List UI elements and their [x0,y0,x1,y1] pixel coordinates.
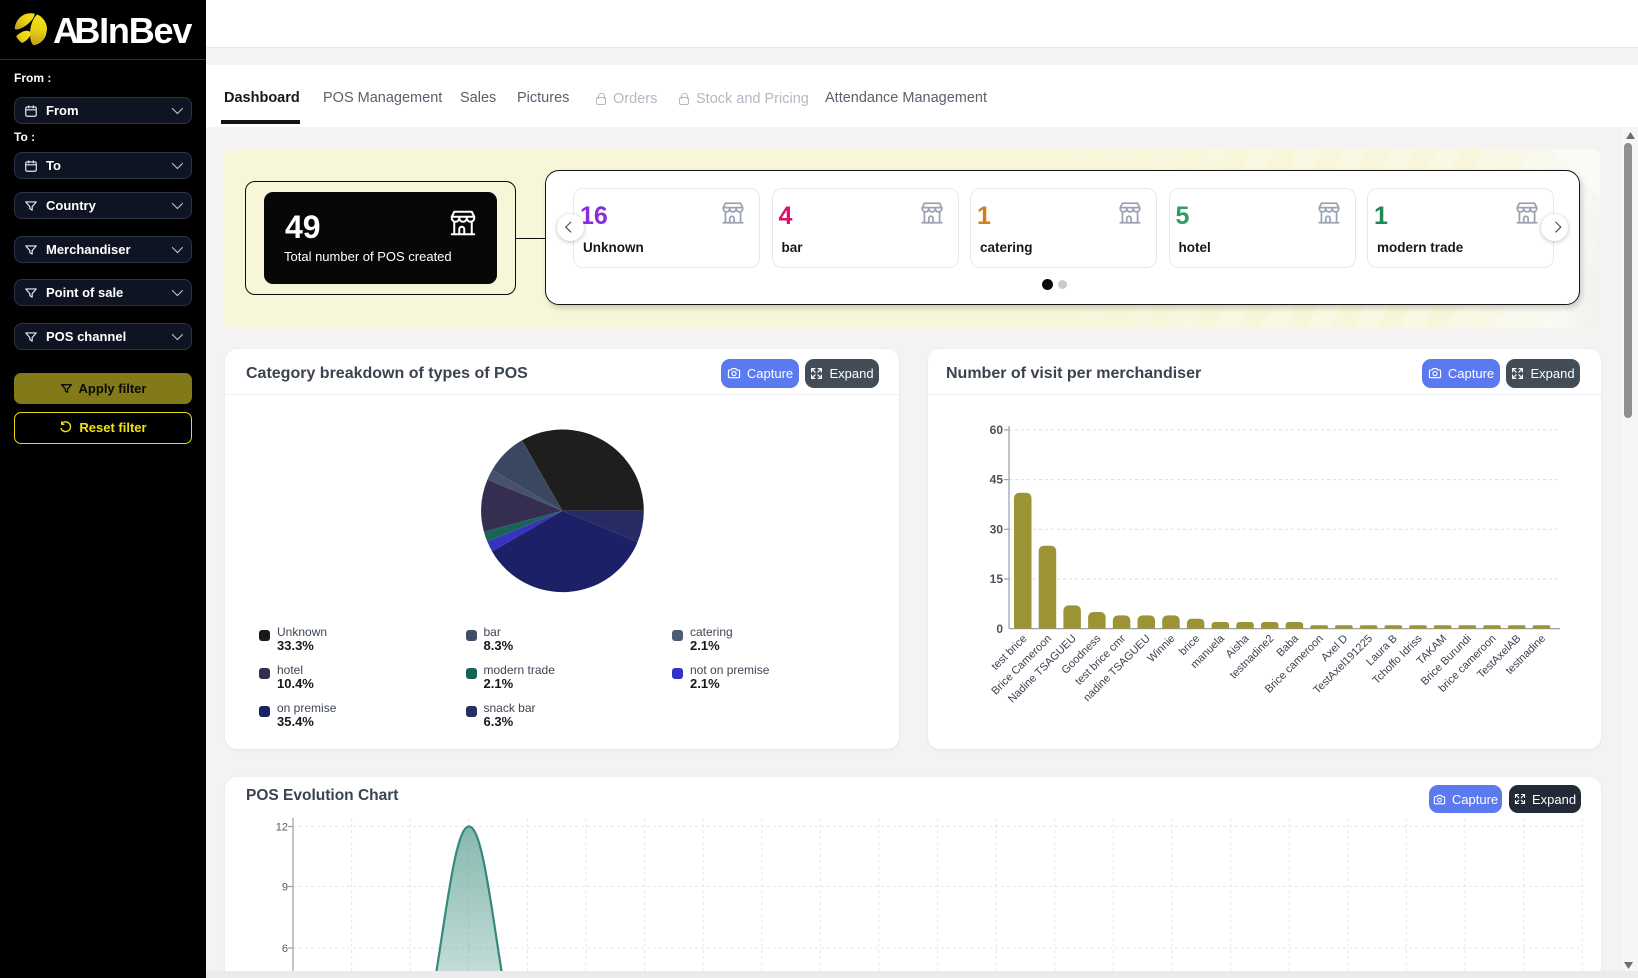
svg-text:60: 60 [990,423,1004,437]
svg-text:0: 0 [996,622,1003,636]
svg-text:30: 30 [990,522,1004,536]
svg-text:Winnie: Winnie [1145,633,1177,665]
svg-text:ABInBev: ABInBev [53,10,192,50]
svg-text:45: 45 [990,473,1004,487]
svg-text:6: 6 [282,943,288,955]
svg-text:12: 12 [276,822,288,834]
svg-text:15: 15 [990,572,1004,586]
svg-text:9: 9 [282,882,288,894]
